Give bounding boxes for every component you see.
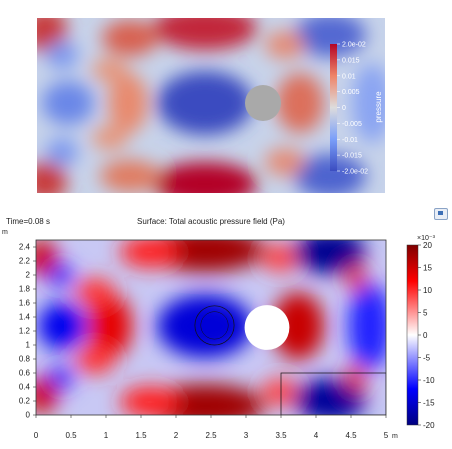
bottom-colorbar: ×10⁻³ 20 15 10 5 0 -5 -10 -15 -20 [406,235,436,430]
bottom-heatmap [35,239,387,416]
top-colorbar-tick-label: 0.005 [342,89,360,96]
source-region-outline [194,305,235,346]
y-tick-label: 1.2 [19,327,31,336]
time-label: Time=0.08 s [6,217,50,226]
top-colorbar-tick-label: -0.01 [342,137,358,144]
bottom-colorbar-tick-label: 5 [423,309,428,318]
bottom-colorbar-tick-label: 20 [423,241,432,250]
top-colorbar: 2.0e-02 0.015 0.01 0.005 0 -0.005 -0.01 -0.015 -… [330,42,383,176]
obstacle-disk [244,305,290,350]
bottom-colorbar-tick-label: 0 [423,331,428,340]
top-colorbar-tick-label: -0.005 [342,121,362,128]
y-tick-label: 0.4 [19,383,31,392]
x-tick-label: 0.5 [65,431,77,440]
top-colorbar-tick-label: -0.015 [342,153,362,160]
y-unit-label: m [2,229,8,236]
x-tick-label: 2.5 [205,431,217,440]
y-tick-label: 0.2 [19,397,31,406]
y-tick-label: 2 [26,271,31,280]
top-obstacle-disk [245,85,281,121]
y-tick-label: 1.4 [19,313,31,322]
x-tick-label: 3 [244,431,249,440]
y-tick-label: 0 [26,411,31,420]
bottom-axes: 0 0.5 1 1.5 2 2.5 3 3.5 4 4.5 5 m 0 0.2 0.4 0.6 0.8 1 1.2 1… [19,243,398,441]
y-tick-label: 1.8 [19,285,31,294]
y-tick-label: 0.8 [19,355,31,364]
x-tick-label: 1.5 [135,431,147,440]
top-colorbar-tick-label: -2.0e-02 [342,169,368,176]
x-tick-label: 4 [314,431,319,440]
top-colorbar-tick-label: 0.01 [342,73,356,80]
export-icon[interactable] [434,208,448,220]
x-tick-label: 4.5 [345,431,357,440]
bottom-colorbar-tick-label: -5 [423,354,431,363]
bottom-colorbar-tick-label: -15 [423,399,435,408]
y-tick-label: 1 [26,341,31,350]
source-region-inner-outline [200,311,229,340]
top-colorbar-tick-label: 2.0e-02 [342,42,366,49]
x-tick-label: 2 [174,431,179,440]
x-unit-label: m [392,433,398,440]
y-tick-label: 2.4 [19,243,31,252]
chart-title: Surface: Total acoustic pressure field (… [137,217,285,226]
y-tick-label: 2.2 [19,257,31,266]
top-colorbar-tick-label: 0.015 [342,57,360,64]
x-tick-label: 5 [384,431,389,440]
y-tick-label: 1.6 [19,299,31,308]
bottom-colorbar-tick-label: 10 [423,286,432,295]
top-heatmap [37,18,385,193]
x-tick-label: 3.5 [275,431,287,440]
bottom-colorbar-tick-label: -20 [423,421,435,430]
bottom-colorbar-tick-label: 15 [423,264,432,273]
top-colorbar-label: pressure [374,91,383,123]
bottom-colorbar-tick-label: -10 [423,376,435,385]
top-colorbar-tick-label: 0 [342,105,346,112]
x-tick-label: 0 [34,431,39,440]
bottom-colorbar-exponent: ×10⁻³ [417,235,436,242]
receiver-region-outline [280,372,386,415]
y-tick-label: 0.6 [19,369,31,378]
x-tick-label: 1 [104,431,109,440]
